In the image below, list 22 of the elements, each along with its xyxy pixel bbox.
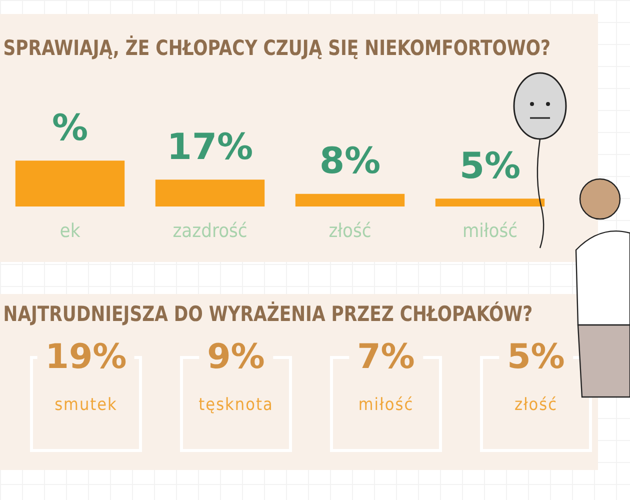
bar [435,198,545,206]
x-tick-label: złość [328,220,372,242]
text: 19% [45,337,127,377]
category-label: tęsknota [198,395,274,415]
category-label: miłość [357,395,415,415]
data-label: 5% [459,146,521,187]
data-label: 17% [166,126,254,168]
text: NAJTRUDNIEJSZA DO WYRAŻENIA PRZEZ CHŁOPAKÓW? [2,300,533,326]
x-tick-label: ek [60,220,80,242]
chart-title: SPRAWIAJĄ, ŻE CHŁOPACY CZUJĄ SIĘ NIEKOMFORTOWO? [2,34,551,60]
text: 7% [357,337,415,377]
bar [15,160,125,206]
data-label: 8% [319,141,381,182]
bar [295,194,405,206]
text: 9% [207,337,265,377]
x-tick-label: zazdrość [172,220,248,242]
bar [155,180,265,206]
text: 5% [507,337,565,377]
category-label: złość [513,395,559,415]
category-label: smutek [54,395,118,415]
x-tick-label: miłość [462,220,518,242]
data-label: % [52,108,88,149]
